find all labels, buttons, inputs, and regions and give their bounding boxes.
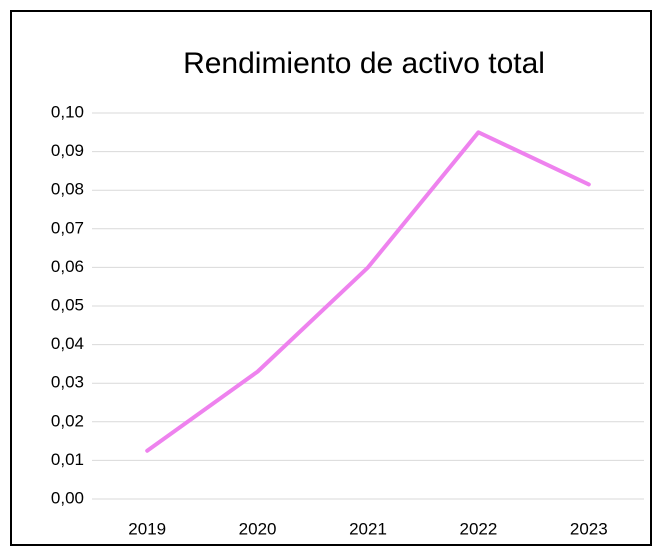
y-tick-label: 0,06 (51, 257, 84, 276)
y-tick-label: 0,01 (51, 450, 84, 469)
x-tick-label: 2020 (239, 519, 277, 538)
y-tick-label: 0,03 (51, 373, 84, 392)
y-tick-label: 0,10 (51, 102, 84, 121)
y-tick-label: 0,04 (51, 334, 84, 353)
y-tick-label: 0,08 (51, 180, 84, 199)
y-tick-label: 0,00 (51, 488, 84, 507)
line-series (145, 130, 591, 453)
x-tick-label: 2021 (349, 519, 387, 538)
chart-frame (10, 10, 652, 546)
x-tick-label: 2019 (128, 519, 166, 538)
y-tick-label: 0,05 (51, 295, 84, 314)
x-tick-label: 2023 (570, 519, 608, 538)
x-tick-label: 2022 (459, 519, 497, 538)
y-tick-label: 0,09 (51, 141, 84, 160)
y-tick-label: 0,07 (51, 218, 84, 237)
chart-title: Rendimiento de activo total (183, 47, 545, 80)
y-tick-label: 0,02 (51, 411, 84, 430)
